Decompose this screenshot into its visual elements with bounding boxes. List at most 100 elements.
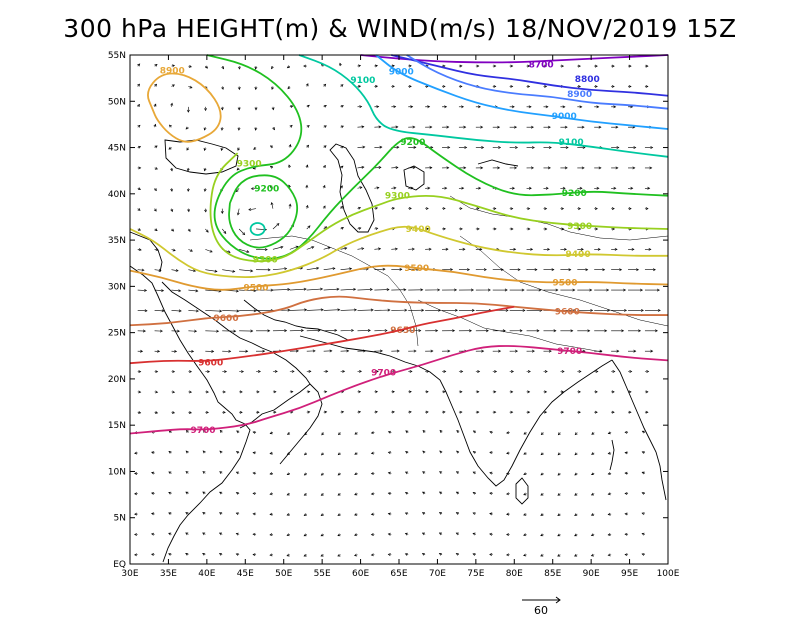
wind-arrowhead — [325, 369, 329, 373]
x-tick-label: 85E — [544, 569, 561, 579]
wind-arrow — [188, 269, 196, 272]
wind-arrowhead — [237, 127, 241, 131]
caspian-sea-coastline — [329, 143, 375, 233]
wind-arrowhead — [452, 329, 456, 333]
wind-arrowhead — [624, 308, 628, 312]
wind-arrowhead — [387, 430, 391, 434]
wind-arrowhead — [607, 451, 611, 455]
wind-arrowhead — [531, 146, 535, 149]
wind-arrowhead — [439, 491, 443, 495]
wind-arrowhead — [548, 146, 552, 149]
wind-arrowhead — [374, 390, 379, 394]
wind-arrowhead — [323, 145, 327, 149]
wind-arrowhead — [387, 512, 391, 516]
wind-arrowhead — [561, 227, 565, 231]
wind-arrowhead — [607, 472, 611, 475]
wind-arrowhead — [645, 85, 649, 88]
wind-arrowhead — [504, 288, 508, 292]
contour-label: 9300 — [567, 222, 592, 232]
wind-arrowhead — [493, 207, 497, 211]
wind-arrowhead — [304, 452, 307, 456]
wind-arrowhead — [303, 472, 307, 476]
wind-arrow — [188, 249, 193, 252]
wind-arrowhead — [186, 188, 190, 192]
wind-arrowhead — [194, 329, 198, 333]
wind-arrowhead — [481, 146, 485, 149]
wind-arrowhead — [155, 370, 159, 374]
wind-arrowhead — [607, 308, 611, 312]
wind-arrowhead — [596, 105, 600, 109]
wind-arrowhead — [581, 166, 585, 170]
wind-arrow — [222, 310, 239, 312]
wind-arrowhead — [159, 329, 163, 333]
somalia-coastline — [279, 383, 323, 465]
wind-arrowhead — [391, 410, 395, 414]
wind-arrowhead — [411, 247, 415, 251]
wind-arrowhead — [221, 86, 224, 90]
wind-arrowhead — [185, 512, 189, 515]
wind-arrowhead — [511, 105, 515, 109]
arabia-coastline — [161, 281, 311, 429]
wind-arrow — [271, 202, 274, 209]
wind-arrowhead — [286, 513, 290, 516]
wind-arrowhead — [461, 105, 465, 109]
wind-arrowhead — [221, 66, 224, 70]
wind-arrowhead — [303, 533, 307, 537]
wind-arrowhead — [323, 164, 326, 169]
wind-arrowhead — [295, 245, 299, 249]
wind-arrowhead — [445, 247, 449, 251]
wind-arrowhead — [425, 410, 429, 414]
wind-arrowhead — [252, 492, 256, 496]
wind-arrowhead — [290, 105, 294, 108]
wind-arrow — [154, 289, 164, 291]
wind-arrowhead — [607, 512, 611, 516]
wind-arrowhead — [291, 369, 295, 373]
wind-arrowhead — [510, 390, 514, 394]
wind-arrowhead — [134, 512, 138, 516]
wind-arrowhead — [439, 429, 443, 433]
wind-arrowhead — [544, 370, 548, 373]
wind-arrowhead — [422, 429, 426, 433]
wind-arrowhead — [444, 105, 448, 109]
wind-arrowhead — [305, 184, 309, 188]
wind-arrowhead — [358, 390, 362, 394]
wind-arrowhead — [269, 512, 273, 516]
wind-arrowhead — [472, 553, 476, 556]
contour-label: 8800 — [575, 75, 600, 85]
wind-arrowhead — [151, 492, 155, 495]
wind-arrowhead — [220, 107, 224, 111]
wind-arrowhead — [138, 248, 142, 252]
wind-arrowhead — [557, 472, 561, 476]
wind-arrowhead — [327, 246, 331, 250]
wind-arrowhead — [489, 492, 493, 495]
wind-arrowhead — [530, 247, 534, 251]
wind-arrowhead — [151, 451, 155, 455]
wind-arrowhead — [375, 227, 379, 231]
wind-arrowhead — [387, 308, 391, 312]
wind-arrowhead — [137, 63, 141, 67]
aral-sea-coastline — [403, 165, 425, 191]
wind-arrowhead — [168, 491, 172, 495]
wind-arrowhead — [506, 451, 510, 455]
wind-arrowhead — [141, 268, 145, 272]
y-tick-label: 45N — [108, 144, 126, 154]
wind-arrowhead — [430, 349, 434, 353]
wind-arrow — [323, 267, 335, 271]
wind-arrowhead — [204, 209, 207, 213]
wind-arrowhead — [506, 512, 510, 516]
wind-arrowhead — [340, 145, 344, 149]
wind-arrowhead — [544, 227, 548, 231]
contour-label: 8900 — [567, 90, 592, 100]
wind-arrowhead — [393, 105, 397, 109]
wind-arrowhead — [185, 126, 189, 130]
x-tick-label: 90E — [583, 569, 600, 579]
wind-arrowhead — [185, 471, 189, 474]
wind-arrowhead — [616, 349, 620, 353]
wind-arrowhead — [341, 410, 345, 414]
wind-arrowhead — [284, 267, 288, 271]
wind-arrowhead — [489, 451, 493, 455]
contour-label: 9300 — [237, 159, 262, 169]
wind-arrowhead — [269, 492, 273, 496]
wind-arrowhead — [597, 247, 601, 251]
wind-arrowhead — [633, 349, 637, 353]
